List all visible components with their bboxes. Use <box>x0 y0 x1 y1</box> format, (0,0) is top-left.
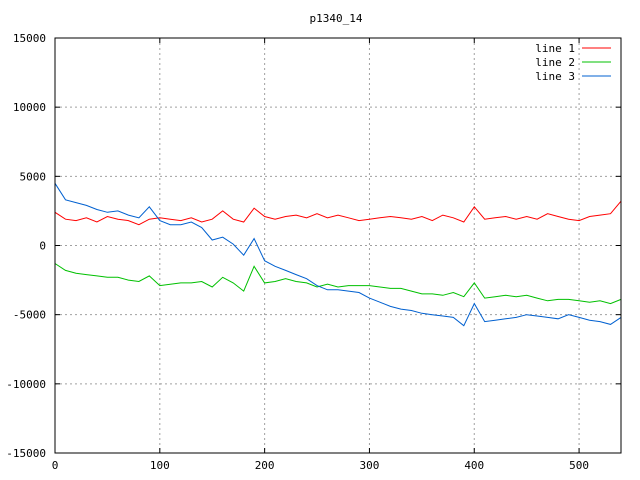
y-tick-label: -10000 <box>6 378 46 391</box>
x-tick-label: 0 <box>52 459 59 472</box>
series-line-1 <box>54 200 622 226</box>
series-lines <box>54 183 622 327</box>
y-tick-label: 5000 <box>20 170 47 183</box>
x-tick-label: 200 <box>255 459 275 472</box>
x-tick-label: 300 <box>360 459 380 472</box>
plot-frame <box>54 37 622 454</box>
x-tick-label: 100 <box>150 459 170 472</box>
legend-label: line 1 <box>535 42 575 55</box>
x-tick-label: 500 <box>569 459 589 472</box>
chart-title: p1340_14 <box>310 12 363 25</box>
legend-label: line 2 <box>535 56 575 69</box>
legend-label: line 3 <box>535 70 575 83</box>
y-tick-label: 15000 <box>13 32 46 45</box>
y-tick-label: -15000 <box>6 447 46 460</box>
grid-lines <box>55 38 621 453</box>
y-tick-label: 10000 <box>13 101 46 114</box>
axis-ticks: 0 100 200 300 400 500 -15000 -10000 -5000 0 5000 10… <box>6 32 621 472</box>
y-tick-label: 0 <box>39 240 46 253</box>
x-tick-label: 400 <box>464 459 484 472</box>
y-tick-label: -5000 <box>13 309 46 322</box>
series-line-2 <box>54 263 622 305</box>
series-line-3 <box>54 183 622 327</box>
